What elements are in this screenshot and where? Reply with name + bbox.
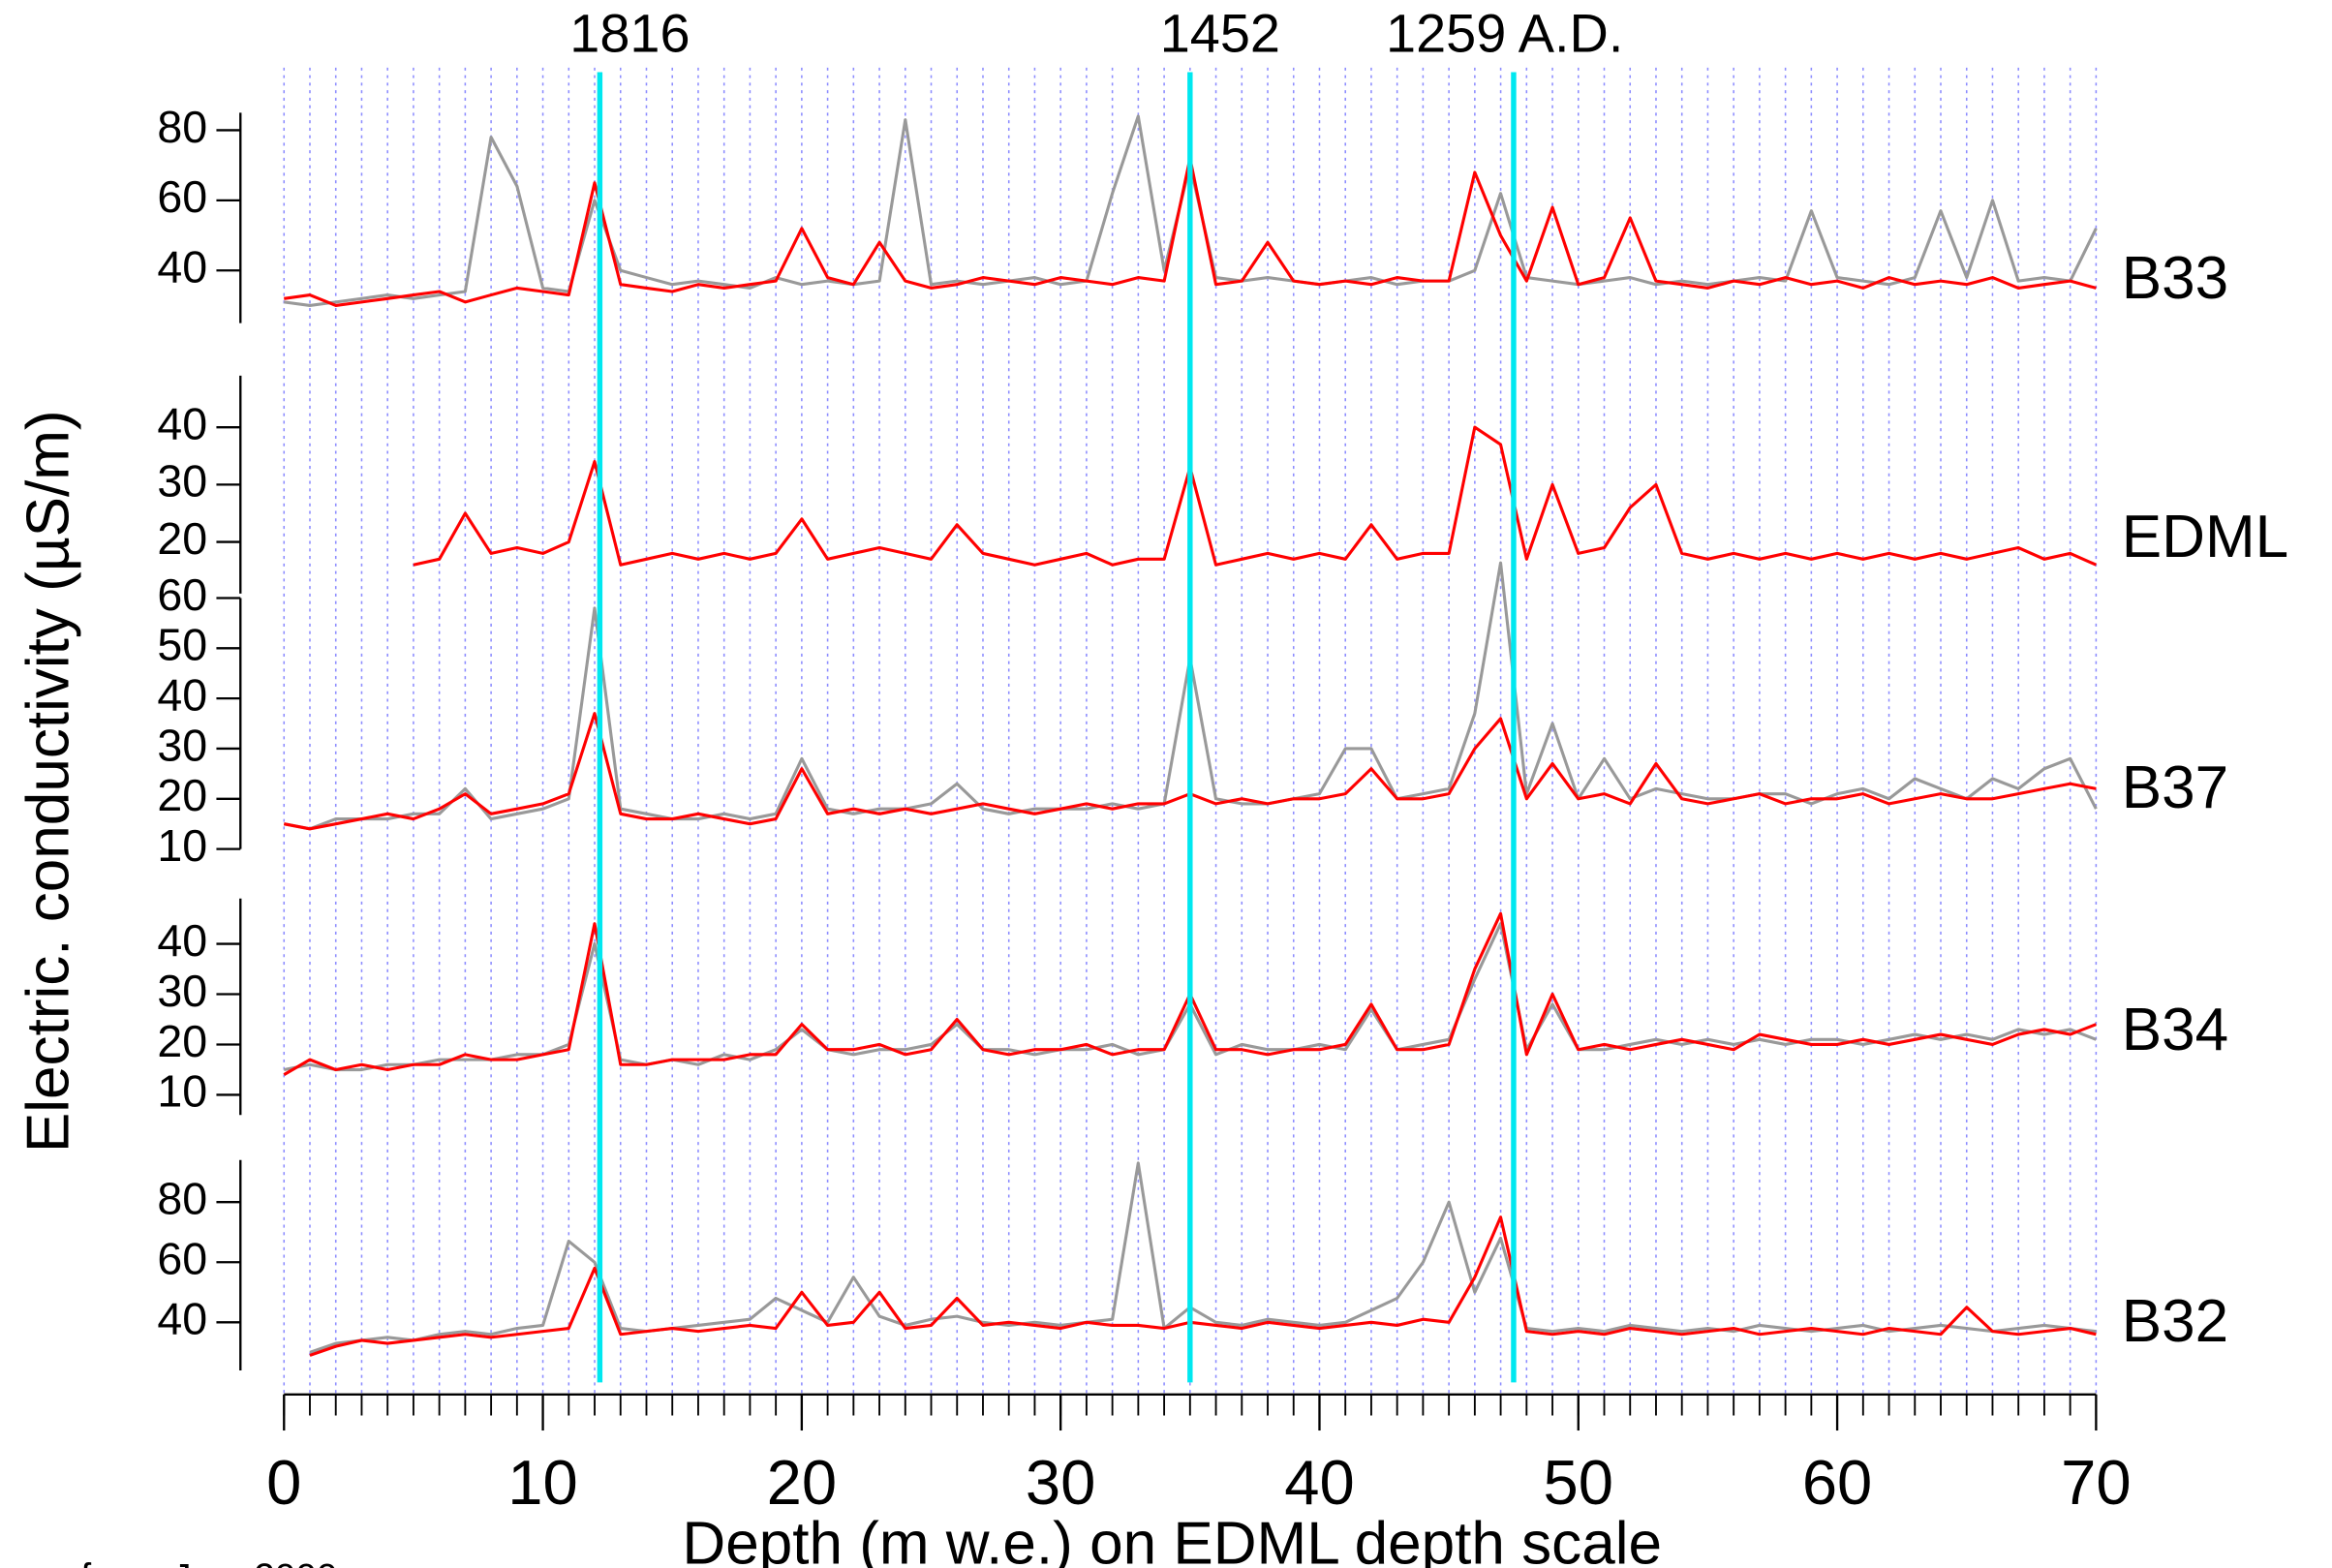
y-tick-label: 30 bbox=[157, 720, 207, 770]
footnote: w surface, Jan. 2000 bbox=[0, 1556, 337, 1568]
event-label: 1816 bbox=[569, 3, 690, 64]
data-line bbox=[309, 1215, 2097, 1357]
x-tick-label: 50 bbox=[1544, 1447, 1613, 1518]
panel-label: B37 bbox=[2122, 754, 2228, 821]
y-tick-label: 20 bbox=[157, 1016, 207, 1066]
y-tick-label: 20 bbox=[157, 513, 207, 564]
x-tick-label: 40 bbox=[1284, 1447, 1354, 1518]
x-tick-label: 10 bbox=[507, 1447, 577, 1518]
y-tick-label: 40 bbox=[157, 669, 207, 720]
event-label: 1259 A.D. bbox=[1386, 3, 1623, 64]
x-tick-label: 70 bbox=[2061, 1447, 2131, 1518]
event-label: 1452 bbox=[1160, 3, 1280, 64]
panel-label: B34 bbox=[2122, 997, 2228, 1063]
x-axis-title: Depth (m w.e.) on EDML depth scale bbox=[682, 1510, 1662, 1568]
y-tick-label: 10 bbox=[157, 1066, 207, 1117]
x-tick-label: 20 bbox=[767, 1447, 837, 1518]
y-tick-label: 60 bbox=[157, 171, 207, 222]
x-tick-label: 0 bbox=[266, 1447, 301, 1518]
y-tick-label: 40 bbox=[157, 1294, 207, 1344]
y-tick-label: 60 bbox=[157, 569, 207, 620]
y-tick-label: 40 bbox=[157, 242, 207, 292]
y-tick-label: 80 bbox=[157, 102, 207, 152]
y-tick-label: 10 bbox=[157, 820, 207, 871]
y-tick-label: 80 bbox=[157, 1174, 207, 1224]
y-tick-label: 20 bbox=[157, 770, 207, 820]
y-tick-label: 60 bbox=[157, 1234, 207, 1284]
x-tick-label: 30 bbox=[1026, 1447, 1095, 1518]
y-tick-label: 30 bbox=[157, 966, 207, 1016]
y-tick-label: 50 bbox=[157, 620, 207, 670]
panel-label: B32 bbox=[2122, 1288, 2228, 1355]
y-tick-label: 40 bbox=[157, 398, 207, 448]
panel-label: EDML bbox=[2122, 504, 2288, 570]
x-tick-label: 60 bbox=[1802, 1447, 1872, 1518]
y-tick-label: 30 bbox=[157, 456, 207, 507]
data-line bbox=[413, 425, 2098, 567]
panel-label: B33 bbox=[2122, 245, 2228, 312]
y-tick-label: 40 bbox=[157, 915, 207, 966]
y-axis-title: Electric. conductivity (µS/m) bbox=[15, 410, 82, 1153]
